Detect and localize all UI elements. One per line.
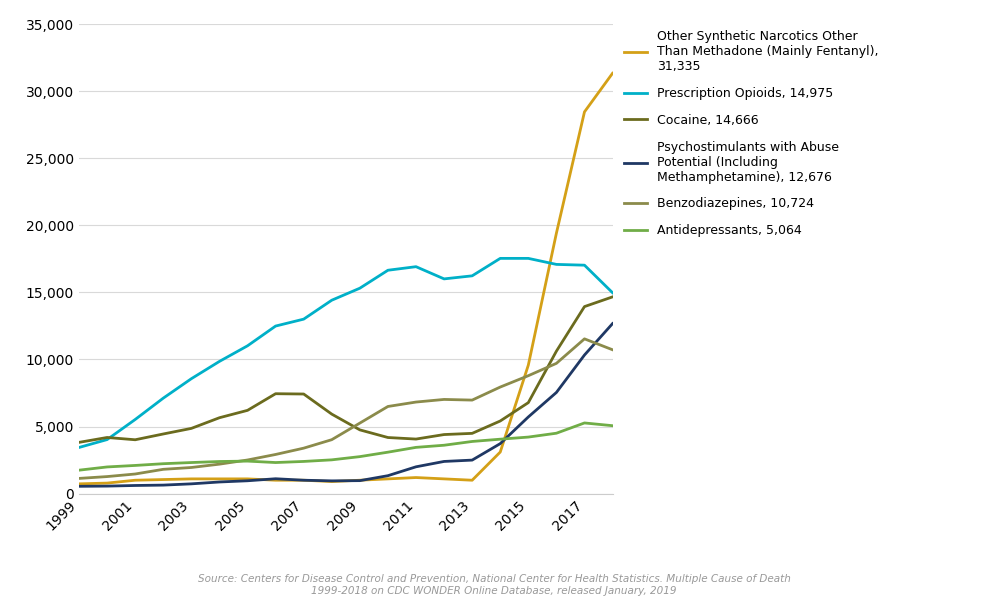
Legend: Other Synthetic Narcotics Other
Than Methadone (Mainly Fentanyl),
31,335, Prescr: Other Synthetic Narcotics Other Than Met… (624, 30, 878, 237)
Text: Source: Centers for Disease Control and Prevention, National Center for Health S: Source: Centers for Disease Control and … (198, 574, 790, 596)
